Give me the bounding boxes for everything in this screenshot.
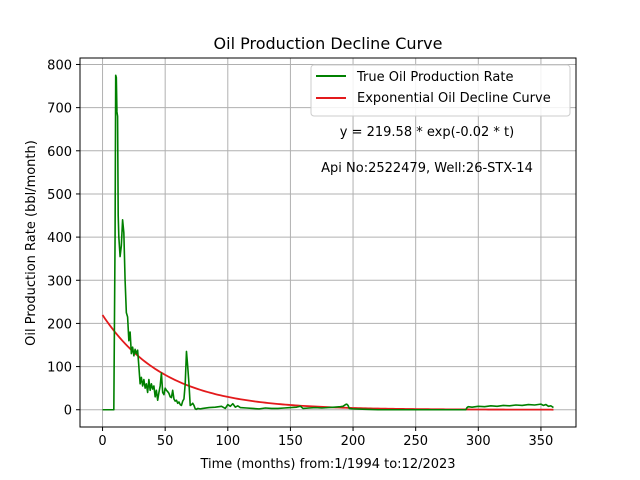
y-tick-label: 400 bbox=[47, 231, 72, 246]
true-rate-layer bbox=[102, 74, 554, 411]
equation-annotation: y = 219.58 * exp(-0.02 * t) bbox=[340, 125, 514, 140]
x-tick-label: 50 bbox=[157, 434, 174, 449]
legend-box bbox=[310, 64, 571, 117]
y-tick-label: 100 bbox=[47, 361, 72, 376]
true-rate-line bbox=[102, 74, 554, 411]
x-tick-label: 200 bbox=[341, 434, 366, 449]
plot-area-frame bbox=[79, 57, 577, 428]
legend-label-fit: Exponential Oil Decline Curve bbox=[357, 91, 551, 106]
x-tick-label: 100 bbox=[215, 434, 240, 449]
legend-label-true-rate: True Oil Production Rate bbox=[356, 70, 513, 85]
x-tick-label: 250 bbox=[403, 434, 428, 449]
x-axis-label: Time (months) from:1/1994 to:12/2023 bbox=[199, 457, 455, 472]
y-tick-label: 500 bbox=[47, 188, 72, 203]
well-annotation: Api No:2522479, Well:26-STX-14 bbox=[321, 161, 533, 176]
y-tick-label: 800 bbox=[47, 58, 72, 73]
x-tick-label: 0 bbox=[98, 434, 106, 449]
legend: True Oil Production Rate Exponential Oil… bbox=[310, 64, 571, 117]
y-tick-label: 300 bbox=[47, 274, 72, 289]
y-axis-label: Oil Production Rate (bbl/month) bbox=[24, 140, 39, 346]
y-axis-ticks: 0 100 200 300 400 500 600 700 800 bbox=[47, 58, 80, 419]
y-tick-label: 200 bbox=[47, 317, 72, 332]
x-axis-ticks: 0 50 100 150 200 250 300 350 bbox=[98, 427, 553, 449]
x-tick-label: 350 bbox=[529, 434, 554, 449]
y-tick-label: 0 bbox=[64, 404, 72, 419]
x-tick-label: 300 bbox=[466, 434, 491, 449]
x-tick-label: 150 bbox=[278, 434, 303, 449]
chart-title: Oil Production Decline Curve bbox=[214, 34, 443, 53]
y-tick-label: 700 bbox=[47, 102, 72, 117]
y-tick-label: 600 bbox=[47, 145, 72, 160]
grid bbox=[80, 58, 576, 427]
